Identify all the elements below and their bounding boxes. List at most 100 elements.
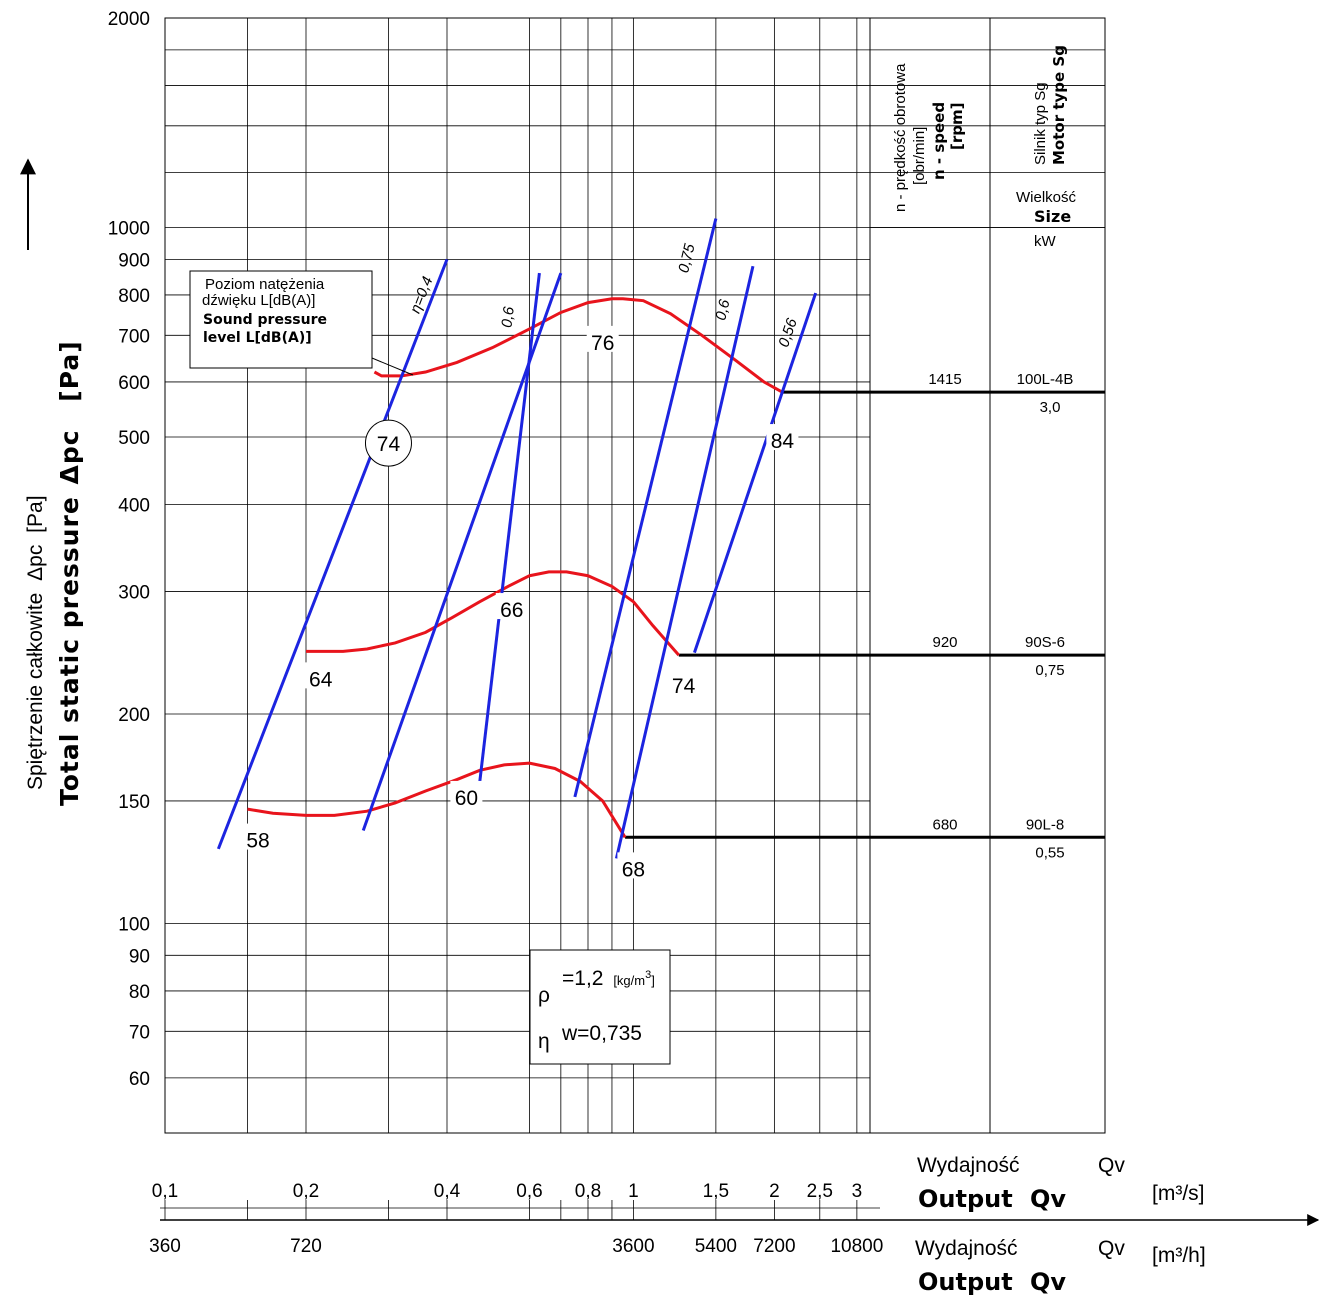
x-axis-unit-m3s: [m³/s] [1152,1182,1205,1205]
y-tick-label: 500 [118,428,150,449]
y-tick-label: 800 [118,286,150,307]
efficiency-line [614,265,755,859]
efficiency-line [573,218,718,798]
sound-level-label: 66 [500,599,523,622]
sound-level-label: 74 [672,675,696,698]
x-axis-symbol-bottom: Qv [1098,1237,1125,1260]
sound-level-bg [304,662,337,689]
y-tick-label: 2000 [108,9,150,30]
performance-curves [247,297,784,839]
x-axis-label-en-top: Output [918,1185,1013,1213]
size-label-en: Size [1034,207,1071,226]
x-tick-labels: 0,1 0,2 0,4 0,6 0,8 1 1,5 2 2,5 3 360 720 3600 5400 72… [149,1181,883,1257]
plot-frame [164,17,1106,1134]
sound-level-bg [495,593,528,620]
x-tick-label-m3h: 720 [290,1236,322,1257]
sound-level-label: 76 [591,332,614,355]
y-tick-label: 200 [118,705,150,726]
x-axis-symbol-en-top: Qv [1030,1185,1066,1213]
sound-level-label: 64 [309,668,333,691]
motor-power-value: 0,55 [1035,844,1064,861]
efficiency-lines: η=0,40,60,750,60,56 [216,218,818,859]
y-axis-label-pl: Spiętrzenie całkowite Δpc [Pa] [24,495,47,790]
size-label-pl: Wielkość [1016,189,1077,206]
sound-level-bg [766,424,799,451]
y-tick-label: 100 [118,914,150,935]
x-tick-label-m3h: 3600 [612,1236,654,1257]
efficiency-line [693,292,818,654]
x-tick-label-m3s: 1,5 [703,1181,729,1202]
efficiency-line [361,272,563,832]
motor-table: 1415 100L-4B 3,0 920 90S-6 0,75 680 90L-8 0,55 [625,371,1105,861]
y-tick-label: 70 [129,1022,150,1043]
x-tick-label-m3h: 10800 [830,1236,883,1257]
x-tick-label-m3s: 0,1 [152,1181,178,1202]
efficiency-line [478,272,541,782]
speed-header-en: n - speed [930,102,948,180]
x-axis-symbol-top: Qv [1098,1154,1125,1177]
sound-level-bg [586,325,619,352]
y-tick-labels: 60 70 80 90 100 150 200 300 400 500 600 700 800 900 10… [108,9,150,1090]
speed-value: 1415 [928,371,961,388]
sound-level-bg [667,669,700,696]
rho-symbol: ρ [538,984,550,1007]
sound-level-labels: 74 76 84 64 66 74 58 60 68 [242,325,799,881]
x-tick-label-m3s: 2 [769,1181,780,1202]
sound-level-label: 60 [455,787,478,810]
motor-header-pl: Silnik typ Sg [1032,82,1049,165]
y-tick-label: 80 [129,982,150,1003]
x-tick-label-m3h: 5400 [695,1236,737,1257]
motor-type-value: 90S-6 [1025,634,1065,651]
performance-curve [247,761,627,839]
x-tick-label-m3s: 0,8 [575,1181,601,1202]
sound-level-label: 84 [771,430,795,453]
speed-header-en-unit: [rpm] [948,103,966,150]
x-axis-label-pl-top: Wydajność [917,1154,1020,1177]
svg-text:Poziom natężenia: Poziom natężenia [205,276,325,293]
density-box: ρ =1,2 [kg/m3] η w=0,735 [529,949,671,1065]
x-tick-label-m3s: 0,2 [293,1181,319,1202]
x-tick-label-m3h: 7200 [753,1236,795,1257]
y-tick-label: 90 [129,946,150,967]
x-tick-label-m3h: 360 [149,1236,181,1257]
y-tick-label: 1000 [108,219,150,240]
motor-header-en: Motor type Sg [1050,45,1068,165]
y-tick-label: 60 [129,1069,150,1090]
performance-curve [306,570,680,657]
svg-text:w=0,735: w=0,735 [561,1022,642,1045]
performance-curve [373,297,784,394]
speed-value: 680 [932,816,957,833]
x-tick-label-m3s: 0,6 [516,1181,542,1202]
y-tick-label: 150 [118,792,150,813]
y-tick-label: 700 [118,326,150,347]
sound-level-label: 68 [622,858,645,881]
x-axis-unit-m3h: [m³/h] [1152,1244,1206,1267]
x-axis-symbol-en-bottom: Qv [1030,1268,1066,1296]
speed-header-unit: [obr/min] [911,127,928,185]
sound-legend-box: Poziom natężenia dźwięku L[dB(A)] Sound … [189,270,414,376]
y-tick-label: 600 [118,373,150,394]
power-unit: kW [1034,233,1057,250]
y-tick-label: 900 [118,250,150,271]
y-axis-label-en: Total static pressure Δpc [Pa] [55,340,84,806]
motor-power-value: 3,0 [1040,399,1061,416]
motor-type-value: 100L-4B [1017,371,1074,388]
efficiency-line [216,258,449,850]
x-axis-label-en-bottom: Output [918,1268,1013,1296]
sound-level-label: 74 [377,433,401,456]
svg-text:dźwięku L[dB(A)]: dźwięku L[dB(A)] [202,292,315,309]
sound-level-bg [617,852,650,879]
sound-level-label: 58 [246,830,269,853]
sound-level-bg [450,780,483,807]
sound-level-circle [364,419,412,467]
x-tick-label-m3s: 2,5 [807,1181,833,1202]
x-tick-label-m3s: 3 [852,1181,863,1202]
y-tick-label: 400 [118,495,150,516]
svg-text:level L[dB(A)]: level L[dB(A)] [203,330,312,346]
svg-text:=1,2 [kg/m3]: =1,2 [kg/m3] [562,967,655,990]
motor-power-value: 0,75 [1035,662,1064,679]
speed-value: 920 [932,634,957,651]
svg-text:Sound pressure: Sound pressure [203,312,327,328]
y-tick-label: 300 [118,582,150,603]
